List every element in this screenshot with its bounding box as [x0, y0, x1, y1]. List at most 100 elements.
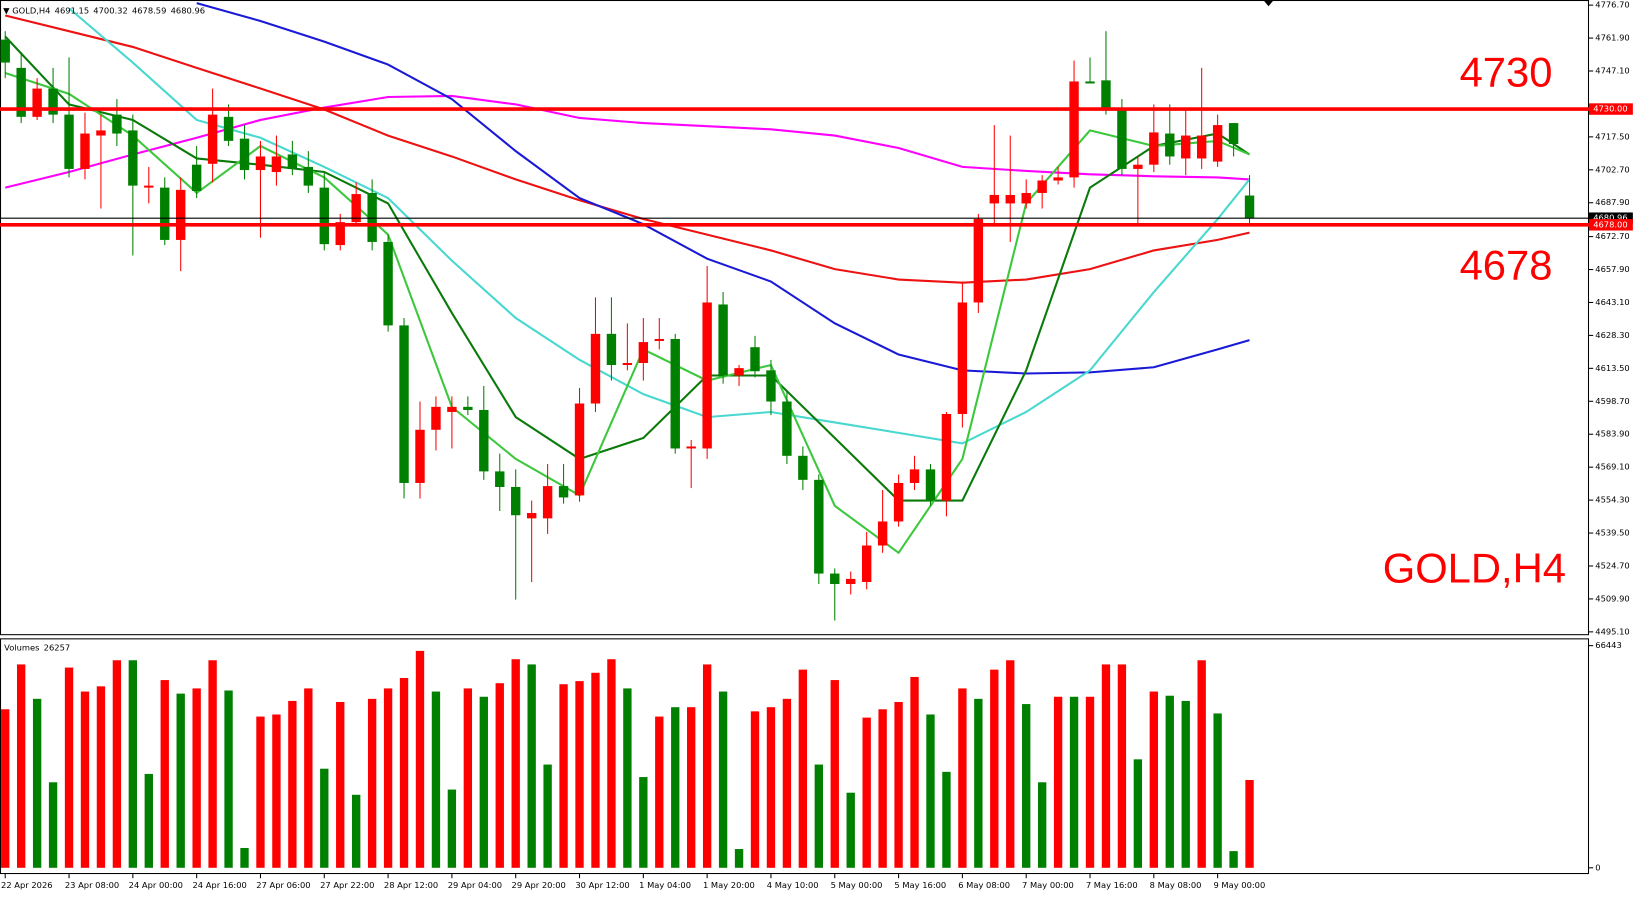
candle-body [399, 325, 409, 483]
volume-bar [1213, 713, 1222, 868]
candle-body [750, 347, 760, 372]
y-tick-label: 4509.90 [1595, 593, 1629, 603]
candle-body [1196, 135, 1207, 159]
volume-bar [1117, 664, 1127, 868]
y-tick-label: 4554.30 [1595, 495, 1629, 505]
volume-bar [272, 714, 281, 868]
candle-body [893, 482, 904, 522]
x-tick-label: 1 May 04:00 [639, 880, 691, 890]
y-tick-label: 4539.50 [1595, 528, 1629, 538]
candle-body [255, 156, 266, 171]
volume-bar [814, 764, 823, 868]
candle-body [1133, 164, 1143, 169]
volume-bar [830, 680, 839, 868]
candle-body [335, 222, 345, 246]
x-tick-label: 24 Apr 00:00 [129, 880, 183, 890]
candle-body [271, 156, 282, 173]
header-high: 4700.32 [93, 5, 127, 15]
volume-bar [1085, 696, 1095, 868]
volume-bar [224, 690, 233, 868]
volume-bar [511, 659, 520, 868]
volume-bar [1101, 664, 1111, 868]
volume-bar [702, 664, 712, 868]
volume-panel [0, 638, 1590, 875]
candle-body [1228, 123, 1239, 144]
candle-body [766, 370, 776, 402]
level-tag-label: 4678.00 [1593, 219, 1627, 229]
candle-body [1085, 81, 1095, 84]
volume-bar [798, 669, 808, 868]
candle-body [1005, 194, 1015, 204]
volume-bar [591, 672, 600, 868]
volume-bar [687, 707, 696, 868]
candle-body [1053, 177, 1063, 181]
volume-bar [320, 768, 329, 868]
x-tick-label: 29 Apr 20:00 [512, 880, 566, 890]
candle-body [973, 219, 984, 303]
volume-bar [910, 676, 919, 868]
volume-bar [894, 701, 903, 868]
candle-body [1244, 195, 1255, 219]
candle-body [463, 406, 473, 410]
level-label: 4730 [1460, 49, 1553, 96]
candle-body [16, 67, 26, 117]
header-low: 4678.59 [132, 5, 166, 15]
x-tick-label: 5 May 00:00 [831, 880, 883, 890]
candle-body [957, 302, 968, 414]
current-price-label: 4680.96 [1593, 213, 1627, 223]
candle-body [351, 194, 361, 223]
volume-bar [495, 683, 504, 868]
candle-body [144, 185, 154, 188]
level-tag-label: 4730.00 [1593, 104, 1627, 114]
level-tag [1589, 219, 1633, 231]
candle-body [1069, 81, 1079, 178]
x-tick-label: 30 Apr 12:00 [575, 880, 629, 890]
volume-bar [958, 688, 967, 868]
x-tick-label: 7 May 00:00 [1022, 880, 1074, 890]
candle-body [32, 88, 42, 117]
candle-body [160, 187, 170, 240]
volume-bar [256, 716, 265, 868]
volume-bar [1181, 700, 1190, 868]
candle-body [495, 471, 505, 487]
candle-body [367, 192, 377, 242]
candle-body [319, 187, 329, 245]
y-tick-label: 4672.70 [1595, 231, 1629, 241]
volume-bar [16, 664, 26, 868]
candle-body [989, 194, 999, 204]
candle-body [798, 455, 808, 480]
y-tick-label: 4717.50 [1595, 131, 1629, 141]
x-tick-label: 27 Apr 06:00 [256, 880, 310, 890]
candle-body [941, 413, 952, 501]
moving-average [4, 14, 1250, 284]
y-tick-label: 4747.10 [1595, 66, 1629, 76]
volume-bar [1022, 704, 1031, 868]
y-tick-label: 4643.10 [1595, 297, 1629, 307]
volume-bar [208, 660, 217, 868]
volume-bar [367, 698, 377, 868]
volume-bar [926, 714, 935, 868]
header-close: 4680.96 [171, 5, 205, 15]
volume-bar [734, 849, 744, 868]
volume-bar [1245, 780, 1254, 868]
header-open: 4691.15 [55, 5, 89, 15]
candle-body [606, 333, 617, 366]
candle-body [447, 406, 457, 412]
candle-body [415, 429, 425, 483]
volume-bar [80, 691, 90, 868]
volume-bar [623, 688, 632, 868]
y-tick-label: 4583.90 [1595, 429, 1629, 439]
x-tick-label: 1 May 20:00 [703, 880, 755, 890]
volume-bar [304, 688, 313, 868]
volume-bar [718, 691, 728, 868]
candle-body [814, 479, 824, 574]
volume-bar [479, 696, 488, 868]
candle-body [590, 333, 601, 404]
volume-bar [1149, 691, 1158, 868]
candle-body [830, 573, 840, 585]
candle-body [1212, 125, 1223, 162]
candle-body [1117, 109, 1127, 169]
volume-bar [974, 698, 983, 868]
